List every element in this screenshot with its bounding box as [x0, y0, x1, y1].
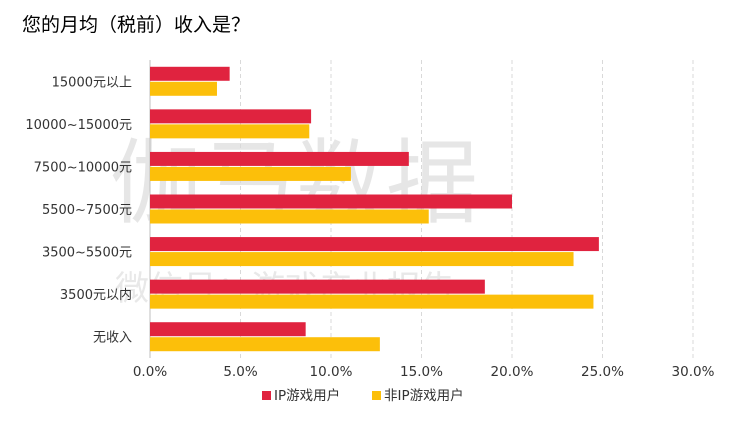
x-tick-label: 30.0% [672, 364, 715, 380]
bar-ip [150, 279, 485, 294]
category-label: 15000元以上 [52, 75, 132, 90]
bar-ip [150, 151, 409, 166]
bar-non-ip [150, 124, 310, 139]
chart-title: 您的月均（税前）收入是？ [22, 14, 251, 36]
bar-non-ip [150, 81, 217, 96]
bar-ip [150, 237, 599, 252]
x-tick-label: 15.0% [400, 364, 443, 380]
category-label: 3500~5500元 [42, 246, 132, 261]
bar-non-ip [150, 166, 351, 181]
bar-ip [150, 109, 312, 124]
bar-ip [150, 194, 512, 209]
category-label: 7500~10000元 [34, 160, 132, 175]
legend-swatch [262, 391, 271, 400]
bar-non-ip [150, 294, 594, 309]
x-tick-label: 0.0% [133, 364, 167, 380]
category-label: 无收入 [93, 331, 132, 346]
legend-label: 非IP游戏用户 [384, 387, 464, 404]
x-tick-label: 5.0% [223, 364, 257, 380]
bar-ip [150, 322, 306, 337]
legend-swatch [372, 391, 381, 400]
bar-ip [150, 66, 230, 81]
bar-non-ip [150, 209, 429, 224]
x-tick-label: 25.0% [581, 364, 624, 380]
bar-non-ip [150, 252, 574, 267]
bar-non-ip [150, 337, 380, 352]
category-label: 5500~7500元 [42, 203, 132, 218]
x-tick-label: 10.0% [310, 364, 353, 380]
category-label: 10000~15000元 [25, 118, 132, 133]
category-label: 3500元以内 [60, 287, 132, 303]
legend-label: IP游戏用户 [274, 387, 340, 404]
x-tick-label: 20.0% [491, 364, 534, 380]
